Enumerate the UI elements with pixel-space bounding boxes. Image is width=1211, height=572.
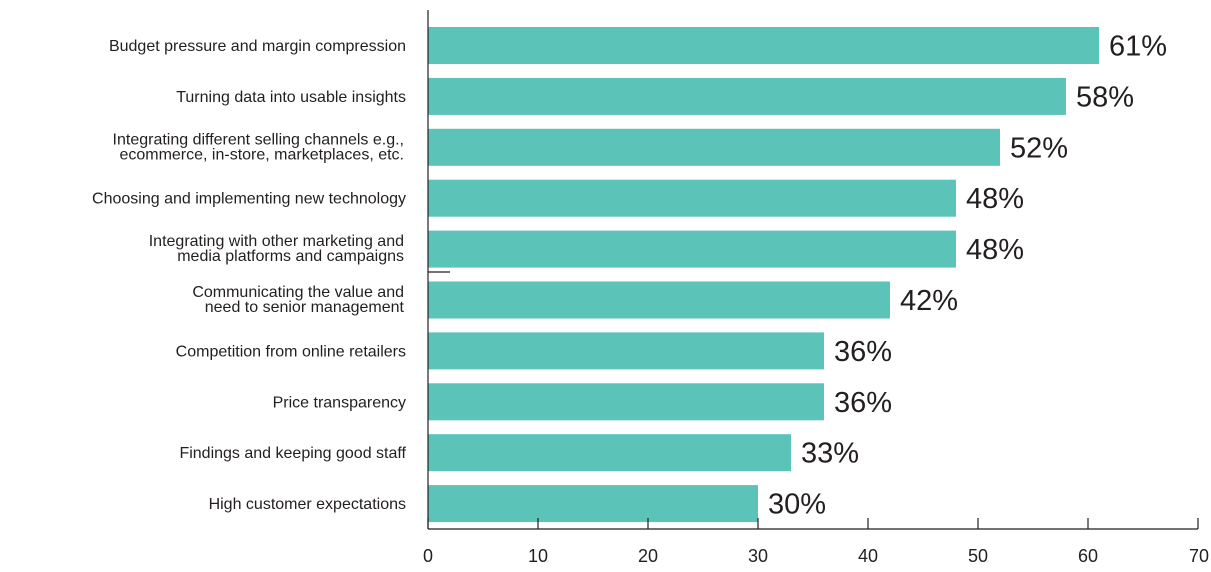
value-labels: 61%58%52%48%48%42%36%36%33%30% [768,31,1167,521]
bar-3 [428,179,956,217]
x-tick-label-7: 70 [1189,546,1209,566]
category-label-8: Findings and keeping good staff [179,445,406,462]
category-labels: Budget pressure and margin compression Tu… [92,38,407,513]
category-label-0-line-0: Budget pressure and margin compression [109,38,406,55]
category-label-2-line-0: Integrating different selling channels e… [113,131,404,148]
value-label-7: 36% [834,387,892,419]
category-label-7-line-0: Price transparency [273,394,406,411]
category-label-7: Price transparency [273,394,406,411]
category-label-5-line-0: Communicating the value and [192,284,404,301]
bar-7 [428,383,824,421]
bar-4 [428,230,956,268]
category-label-2: Integrating different selling channels e… [113,131,404,163]
axes [427,10,1198,530]
category-label-4-line-1: media platforms and campaigns [177,248,404,265]
category-label-9-line-0: High customer expectations [209,496,406,513]
category-label-4-line-0: Integrating with other marketing and [149,233,404,250]
value-label-8: 33% [801,438,859,470]
category-label-6: Competition from online retailers [176,343,406,360]
category-label-9: High customer expectations [209,496,406,513]
value-label-5: 42% [900,285,958,317]
value-label-2: 52% [1010,132,1068,164]
bar-0 [428,27,1099,64]
x-tick-label-1: 10 [528,546,548,566]
bar-1 [428,77,1066,115]
x-tick-label-2: 20 [638,546,658,566]
bar-9 [428,485,758,523]
x-tick-label-5: 50 [968,546,988,566]
x-tick-label-0: 0 [423,546,433,566]
x-tick-label-6: 60 [1078,546,1098,566]
value-label-3: 48% [966,183,1024,215]
value-label-9: 30% [768,489,826,521]
value-label-0: 61% [1109,31,1167,63]
category-label-4: Integrating with other marketing and medi… [149,233,404,265]
category-label-5-line-1: need to senior management [205,299,405,316]
x-axis-ticks: 0 10 20 30 40 50 60 70 [423,518,1209,566]
bar-6 [428,332,824,370]
category-label-8-line-0: Findings and keeping good staff [179,445,406,462]
bar-2 [428,128,1000,166]
value-label-4: 48% [966,234,1024,266]
bar-5 [428,281,890,319]
category-label-6-line-0: Competition from online retailers [176,343,406,360]
category-label-3: Choosing and implementing new technology [92,191,406,208]
value-label-6: 36% [834,336,892,368]
x-tick-label-3: 30 [748,546,768,566]
bar-8 [428,434,791,472]
category-label-0: Budget pressure and margin compression [109,38,406,55]
bars-group [428,27,1099,523]
category-label-1-line-0: Turning data into usable insights [176,89,406,106]
category-label-3-line-0: Choosing and implementing new technology [92,191,406,208]
category-label-2-line-1: ecommerce, in-store, marketplaces, etc. [119,146,404,163]
category-label-5: Communicating the value and need to senio… [192,284,404,316]
value-label-1: 58% [1076,81,1134,113]
category-label-1: Turning data into usable insights [176,89,406,106]
x-tick-label-4: 40 [858,546,878,566]
